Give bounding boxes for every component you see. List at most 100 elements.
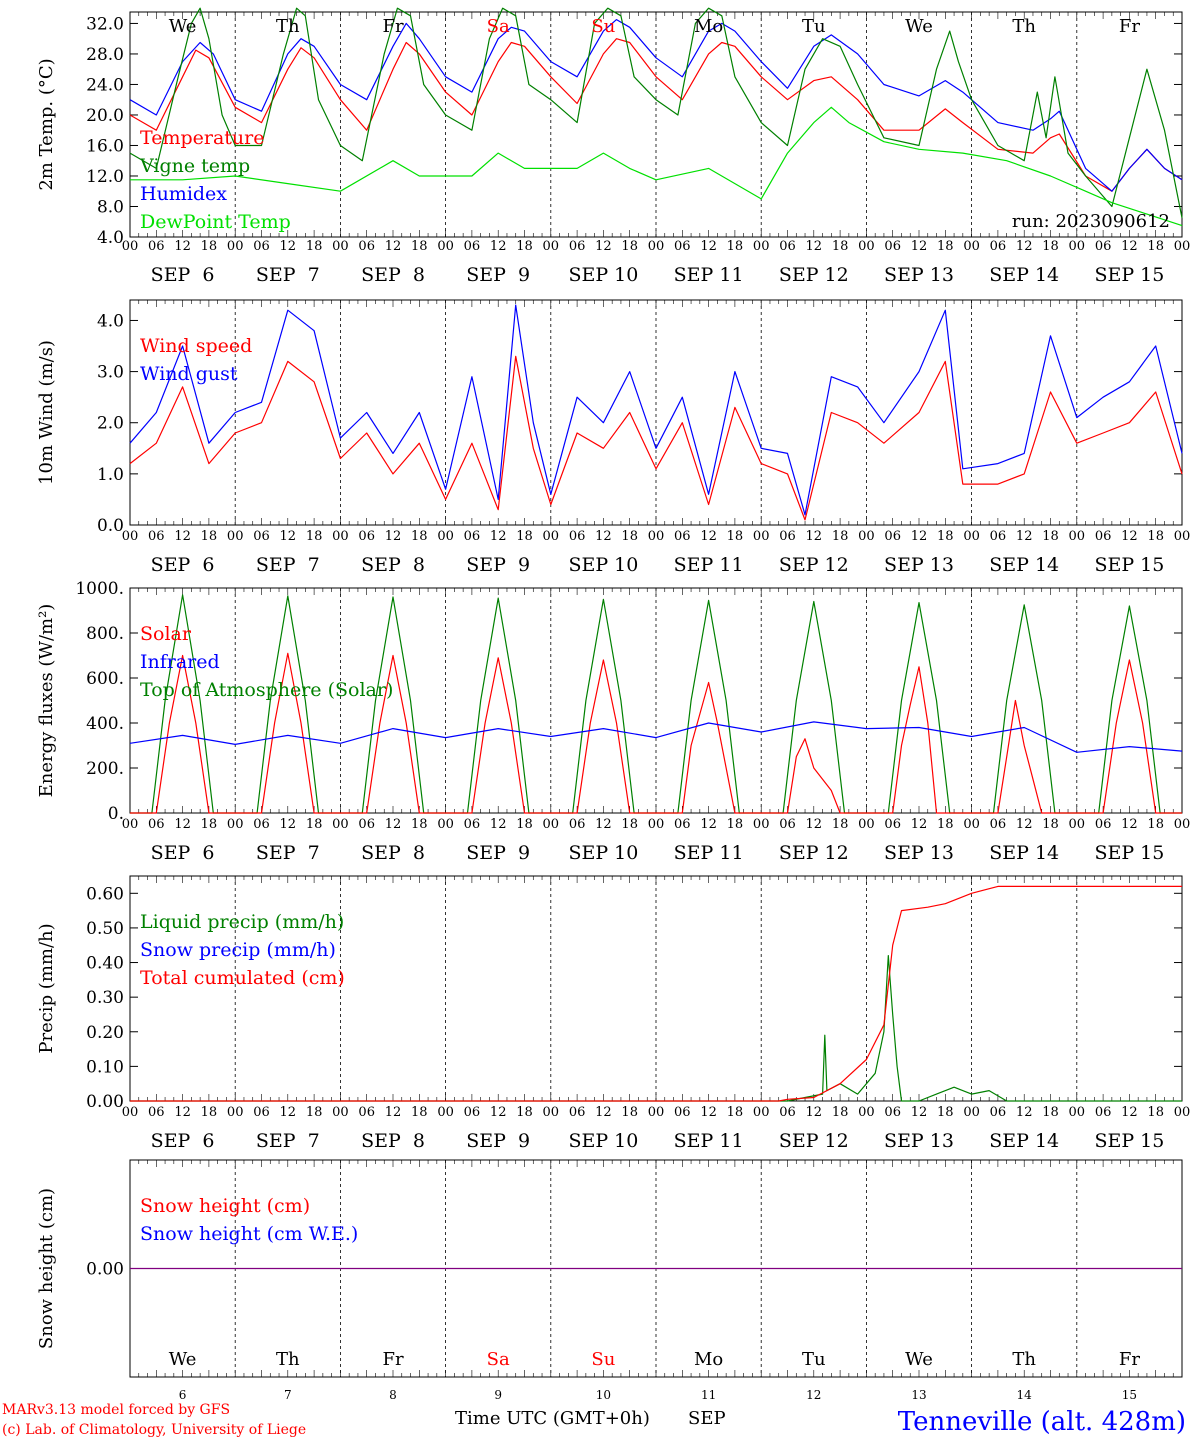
hour-tick-label: 18 — [1147, 239, 1164, 254]
hour-tick-label: 06 — [884, 817, 901, 832]
date-label: SEP 7 — [256, 264, 320, 286]
hour-tick-label: 12 — [280, 239, 297, 254]
hour-tick-label: 18 — [727, 1105, 744, 1120]
panel-precip: 0.00 0.10 0.20 0.30 0.40 0.50 0.60 Precip (mm/h… — [36, 875, 1190, 1152]
hour-tick-label: 12 — [1016, 529, 1033, 544]
hour-tick-label: 12 — [595, 1105, 612, 1120]
y-tick-label: 0.50 — [86, 919, 124, 939]
weekday-label: Fr — [1119, 1349, 1140, 1370]
hour-tick-label: 00 — [437, 817, 454, 832]
y-tick-label: 0.20 — [86, 1023, 124, 1043]
hour-tick-label: 12 — [174, 529, 191, 544]
hour-tick-label: 06 — [884, 1105, 901, 1120]
hour-tick-label: 00 — [963, 529, 980, 544]
date-label: SEP 11 — [674, 554, 744, 576]
date-label: SEP 15 — [1094, 842, 1164, 864]
series-vigne-temp — [129, 7, 1183, 219]
hour-tick-label: 06 — [148, 817, 165, 832]
y-tick-label: 0. — [108, 804, 124, 824]
series-solar — [130, 652, 1182, 814]
hour-tick-label: 00 — [332, 529, 349, 544]
hour-tick-label: 18 — [937, 817, 954, 832]
hour-tick-label: 06 — [1095, 529, 1112, 544]
weekday-label: Tu — [802, 16, 826, 37]
y-tick-label: 200. — [86, 759, 124, 779]
hour-tick-label: 12 — [174, 817, 191, 832]
date-label: SEP 6 — [151, 554, 215, 576]
hour-tick-label: 12 — [806, 239, 823, 254]
date-label: SEP 10 — [568, 842, 638, 864]
hour-tick-label: 18 — [306, 239, 323, 254]
legend-entry: Wind speed — [140, 335, 252, 357]
hour-tick-label: 00 — [858, 817, 875, 832]
legend-entry: DewPoint Temp — [140, 211, 291, 233]
weekday-label: We — [905, 1349, 933, 1370]
day-number-label: 12 — [806, 1388, 821, 1402]
date-label: SEP 12 — [779, 554, 849, 576]
date-label: SEP 6 — [151, 1130, 215, 1152]
day-number-label: 14 — [1017, 1388, 1033, 1402]
hour-tick-marks — [129, 300, 1183, 525]
day-number-label: 6 — [179, 1388, 187, 1402]
hour-tick-label: 12 — [911, 239, 928, 254]
hour-tick-label: 00 — [543, 1105, 560, 1120]
hour-tick-label: 06 — [779, 529, 796, 544]
hour-tick-label: 12 — [700, 1105, 717, 1120]
hour-tick-label: 18 — [516, 817, 533, 832]
hour-tick-label: 12 — [174, 239, 191, 254]
hour-tick-label: 06 — [464, 239, 481, 254]
hour-tick-label: 00 — [122, 817, 139, 832]
weekday-label: Th — [1012, 16, 1036, 37]
hour-tick-label: 12 — [280, 817, 297, 832]
weekday-label: We — [905, 16, 933, 37]
date-label: SEP 11 — [674, 264, 744, 286]
legend-entry: Snow height (cm W.E.) — [140, 1223, 358, 1245]
series-dewpoint-temp — [130, 106, 1183, 227]
hour-tick-label: 18 — [306, 529, 323, 544]
date-label: SEP 10 — [568, 1130, 638, 1152]
hour-tick-label: 06 — [990, 529, 1007, 544]
date-label: SEP 7 — [256, 554, 320, 576]
series-infrared — [129, 721, 1183, 753]
hour-tick-label: 06 — [1095, 1105, 1112, 1120]
hour-tick-label: 06 — [990, 1105, 1007, 1120]
hour-tick-label: 06 — [358, 1105, 375, 1120]
date-label: SEP 9 — [466, 842, 530, 864]
hour-tick-label: 06 — [990, 239, 1007, 254]
date-label: SEP 8 — [361, 842, 425, 864]
day-number-label: 7 — [284, 1388, 292, 1402]
hour-tick-label: 00 — [1069, 529, 1086, 544]
hour-tick-label: 18 — [516, 529, 533, 544]
hour-tick-label: 18 — [832, 817, 849, 832]
hour-tick-label: 12 — [385, 817, 402, 832]
hour-tick-label: 00 — [753, 239, 770, 254]
date-label: SEP 15 — [1094, 1130, 1164, 1152]
date-label: SEP 7 — [256, 1130, 320, 1152]
hour-tick-label: 00 — [227, 1105, 244, 1120]
y-axis-label: Snow height (cm) — [36, 1188, 57, 1349]
legend-entry: Total cumulated (cm) — [140, 967, 345, 989]
credit-line-2: (c) Lab. of Climatology, University of L… — [2, 1422, 306, 1438]
plot-frame — [129, 11, 1183, 238]
hour-tick-label: 18 — [201, 1105, 218, 1120]
hour-tick-label: 00 — [753, 1105, 770, 1120]
hour-tick-marks — [129, 12, 1183, 237]
hour-tick-label: 12 — [806, 817, 823, 832]
hour-tick-label: 00 — [858, 529, 875, 544]
date-label: SEP 6 — [151, 842, 215, 864]
hour-tick-label: 18 — [306, 817, 323, 832]
hour-tick-label: 18 — [201, 817, 218, 832]
y-tick-label: 28.0 — [86, 45, 124, 65]
date-label: SEP 11 — [674, 1130, 744, 1152]
hour-tick-label: 18 — [411, 239, 428, 254]
series-wind-gust — [129, 304, 1183, 516]
hour-tick-label: 00 — [122, 239, 139, 254]
series-humidex — [129, 19, 1183, 192]
hour-tick-label: 18 — [832, 239, 849, 254]
hour-tick-label: 18 — [621, 239, 638, 254]
hour-tick-label: 06 — [674, 1105, 691, 1120]
hour-tick-label: 12 — [595, 529, 612, 544]
hour-tick-label: 06 — [148, 1105, 165, 1120]
hour-tick-label: 12 — [1121, 817, 1138, 832]
